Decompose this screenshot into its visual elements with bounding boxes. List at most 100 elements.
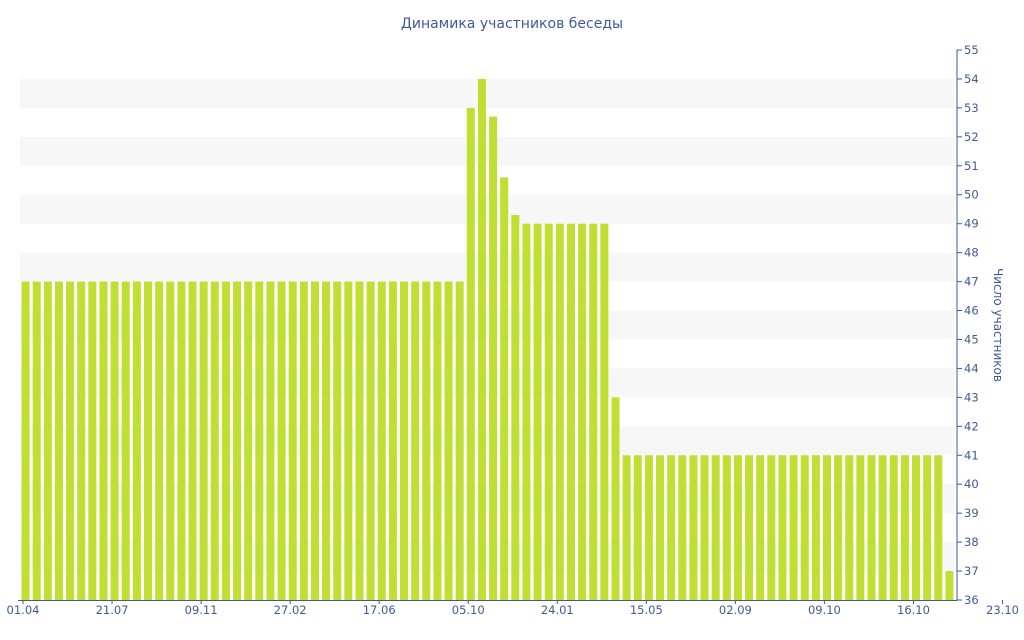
grid-band xyxy=(20,194,955,224)
grid-band xyxy=(20,426,955,456)
bar xyxy=(377,281,386,600)
grid-band xyxy=(20,542,955,572)
bar xyxy=(522,223,531,600)
bar xyxy=(511,215,520,600)
bars xyxy=(21,78,954,600)
bar xyxy=(589,223,598,600)
bar xyxy=(500,177,509,600)
bar xyxy=(533,223,542,600)
y-tick-label: 55 xyxy=(964,43,979,57)
bar xyxy=(834,455,843,600)
grid-band xyxy=(20,310,955,340)
bar xyxy=(66,281,75,600)
bar xyxy=(878,455,887,600)
bar xyxy=(366,281,375,600)
bar xyxy=(633,455,642,600)
bar xyxy=(678,455,687,600)
bar xyxy=(299,281,308,600)
y-tick-label: 36 xyxy=(964,593,979,607)
y-tick-label: 49 xyxy=(964,217,979,231)
y-tick-label: 52 xyxy=(964,130,979,144)
bar xyxy=(600,223,609,600)
y-tick-label: 46 xyxy=(964,304,979,318)
bar xyxy=(477,78,486,600)
x-tick-label: 16.10 xyxy=(897,603,930,617)
bar xyxy=(578,223,587,600)
y-tick-label: 45 xyxy=(964,332,979,346)
y-tick-label: 39 xyxy=(964,506,979,520)
bar xyxy=(611,397,620,600)
bar xyxy=(233,281,242,600)
bar xyxy=(388,281,397,600)
bar xyxy=(889,455,898,600)
bar xyxy=(867,455,876,600)
y-tick-label: 51 xyxy=(964,159,979,173)
bar xyxy=(745,455,754,600)
bar xyxy=(32,281,41,600)
bar xyxy=(544,223,553,600)
x-tick-label: 23.10 xyxy=(986,603,1019,617)
bar xyxy=(622,455,631,600)
grid-band xyxy=(20,136,955,166)
bar xyxy=(210,281,219,600)
bar xyxy=(700,455,709,600)
bar xyxy=(266,281,275,600)
y-tick-label: 44 xyxy=(964,361,979,375)
x-axis: 01.04 21.07 09.11 27.02 17.06 05.10 24.01 15.05… xyxy=(7,600,1019,617)
bar xyxy=(43,281,52,600)
bar xyxy=(199,281,208,600)
bar xyxy=(856,455,865,600)
bar xyxy=(422,281,431,600)
bar xyxy=(244,281,253,600)
bar xyxy=(923,455,932,600)
bar xyxy=(778,455,787,600)
y-tick-label: 41 xyxy=(964,448,979,462)
bar xyxy=(455,281,464,600)
bar xyxy=(54,281,63,600)
bar xyxy=(400,281,409,600)
y-tick-label: 53 xyxy=(964,101,979,115)
bar xyxy=(912,455,921,600)
y-tick-label: 38 xyxy=(964,535,979,549)
y-tick-label: 54 xyxy=(964,72,979,86)
bar xyxy=(99,281,108,600)
bar xyxy=(277,281,286,600)
bar xyxy=(756,455,765,600)
x-tick-label: 17.06 xyxy=(363,603,396,617)
bar xyxy=(733,455,742,600)
bar xyxy=(566,223,575,600)
bar xyxy=(322,281,331,600)
bar xyxy=(155,281,164,600)
x-tick-label: 05.10 xyxy=(452,603,485,617)
bar xyxy=(310,281,319,600)
x-tick-label: 21.07 xyxy=(96,603,129,617)
x-tick-label: 15.05 xyxy=(630,603,663,617)
bar xyxy=(789,455,798,600)
bar xyxy=(711,455,720,600)
bar xyxy=(900,455,909,600)
bar xyxy=(333,281,342,600)
x-tick-label: 24.01 xyxy=(541,603,574,617)
bar xyxy=(667,455,676,600)
bar xyxy=(288,281,297,600)
bar xyxy=(800,455,809,600)
grid-band xyxy=(20,484,955,514)
bar xyxy=(822,455,831,600)
y-tick-label: 42 xyxy=(964,419,979,433)
bar xyxy=(21,281,30,600)
bar xyxy=(355,281,364,600)
grid-band xyxy=(20,252,955,282)
y-tick-label: 43 xyxy=(964,390,979,404)
bar xyxy=(811,455,820,600)
bar xyxy=(656,455,665,600)
bar xyxy=(144,281,153,600)
bar xyxy=(177,281,186,600)
bar xyxy=(945,571,954,600)
bar xyxy=(934,455,943,600)
x-tick-label: 01.04 xyxy=(7,603,40,617)
bar xyxy=(121,281,130,600)
bar xyxy=(132,281,141,600)
bar xyxy=(110,281,119,600)
bar xyxy=(255,281,264,600)
